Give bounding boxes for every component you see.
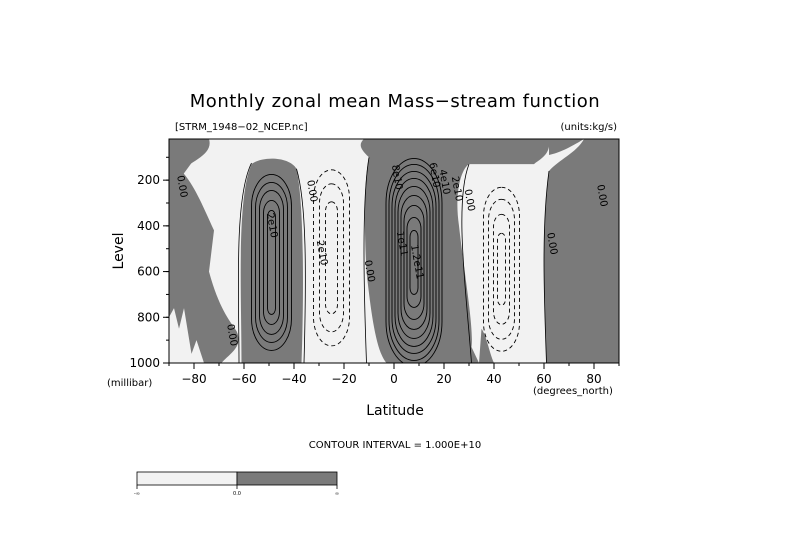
hadley-contour [388,163,440,361]
y-axis-ticks: 200 400 600 800 1000 [129,156,169,370]
northern-negative-contour [483,186,520,352]
y-tick-label: 1000 [129,356,160,370]
units-label: (units:kg/s) [561,122,618,133]
zero-line [543,170,550,363]
zero-line [363,157,370,363]
x-tick-label: 40 [486,372,501,386]
hadley-positive-cell [360,139,550,363]
southern-positive-cell [240,158,303,363]
hadley-contour [406,216,422,308]
x-tick-label: −60 [231,372,256,386]
contour-label: 1e11 [394,230,409,257]
colorbar-swatch [236,471,338,486]
southern-positive-contour [259,189,284,335]
x-axis-label: Latitude [366,403,424,419]
colorbar-label: 0.0 [233,491,241,497]
colorbar: -∞ 0.0 ∞ [134,471,339,497]
zero-line [296,168,306,363]
chart-title: Monthly zonal mean Mass−stream function [190,91,600,112]
y-axis-unit: (millibar) [107,378,152,389]
x-axis-ticks: −80 −60 −40 −20 0 20 40 60 80 [168,363,620,386]
contour-lines [237,157,550,363]
x-tick-label: 80 [586,372,601,386]
hadley-contour [400,194,428,330]
x-tick-label: 20 [436,372,451,386]
y-axis-label: Level [111,233,127,270]
southern-positive-contour [251,173,292,351]
northern-negative-contour [497,232,506,306]
x-tick-label: −40 [281,372,306,386]
northern-negative-contour [488,198,515,340]
y-tick-label: 600 [137,265,160,279]
south-polar-cell [169,139,239,363]
hadley-foot [479,328,494,363]
colorbar-label: ∞ [335,491,339,497]
contour-label: 4e10 [436,169,451,196]
southern-positive-contour [255,181,288,343]
x-tick-label: 60 [536,372,551,386]
southern-negative-contour [313,169,350,347]
y-tick-label: 800 [137,310,160,324]
contour-label: 0.00 [224,323,239,347]
x-tick-label: 0 [390,372,398,386]
contour-label: 0.00 [594,184,609,208]
y-tick-label: 400 [137,219,160,233]
hadley-contour [391,170,437,354]
x-tick-label: −80 [181,372,206,386]
hadley-contour [409,229,419,295]
contour-label: 2e10 [314,239,329,266]
north-polar-cell [544,139,619,363]
southern-negative-contour [319,183,344,333]
positive-shading [169,139,619,363]
contour-label: 0.00 [304,179,319,203]
north-polar-top [549,139,584,155]
contour-label: 2e10 [264,212,279,239]
contour-label: 2e10 [449,175,464,202]
contour-label: 6e10 [426,162,441,189]
hadley-contour [397,185,431,339]
southern-positive-contour [263,199,280,325]
contour-label: 0.00 [544,232,559,256]
northern-negative-contour [493,213,510,325]
contour-label: 0.00 [462,188,477,212]
zero-line [237,162,252,363]
southern-positive-contour [267,209,276,315]
southern-negative-contour [325,201,338,315]
y-tick-label: 200 [137,173,160,187]
south-polar-top [169,139,209,181]
file-label: [STRM_1948−02_NCEP.nc] [175,122,308,133]
hadley-contour [403,204,425,320]
x-tick-label: −20 [331,372,356,386]
hadley-contour [385,157,443,363]
contour-label: 0.00 [362,259,377,283]
contour-label: 0.00 [174,175,189,199]
contour-interval-label: CONTOUR INTERVAL = 1.000E+10 [309,440,481,451]
colorbar-label: -∞ [134,491,140,497]
x-axis-unit: (degrees_north) [533,386,613,397]
hadley-contour [394,177,434,347]
colorbar-swatch [136,471,238,486]
zero-line [461,163,472,363]
contour-label: 8e10 [389,164,404,191]
